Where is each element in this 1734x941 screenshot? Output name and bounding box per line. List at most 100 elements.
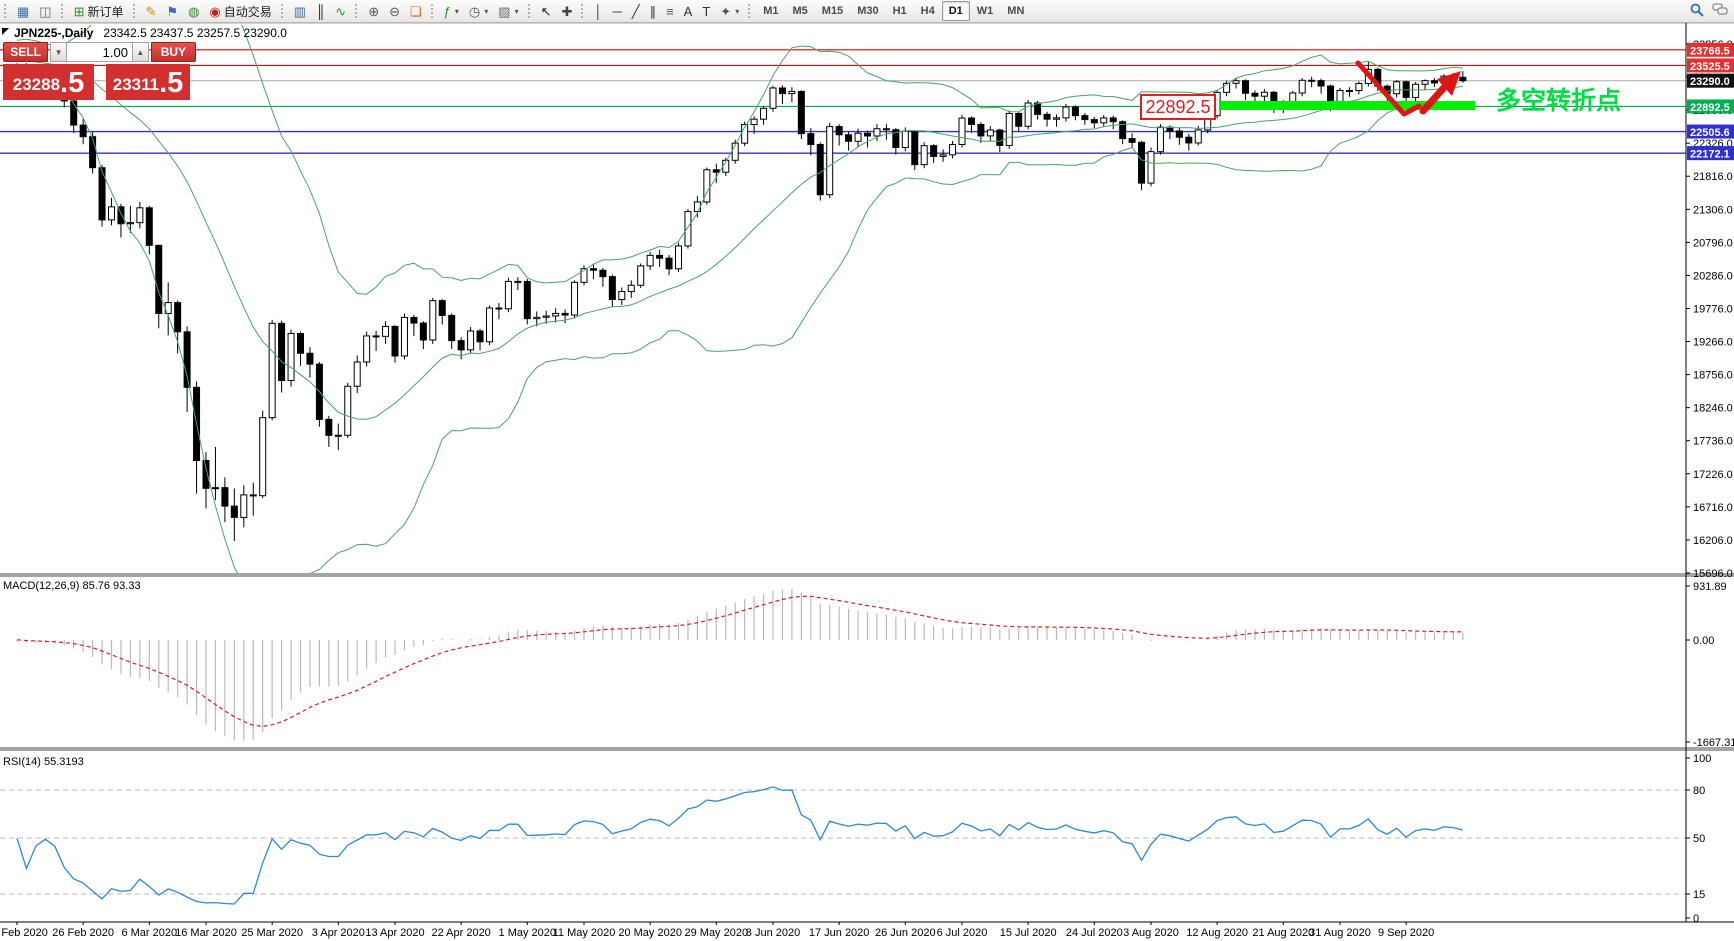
periods-icon[interactable]: ◷ ▾	[464, 0, 493, 22]
crosshair-icon[interactable]: ✚	[557, 0, 578, 22]
chat-icon[interactable]	[1712, 2, 1728, 20]
candle-body	[1147, 151, 1155, 184]
candle-body	[1251, 92, 1259, 97]
templates-icon[interactable]: ▨ ▾	[493, 0, 523, 22]
candle-body	[1128, 138, 1136, 143]
timeframe-m1[interactable]: M1	[763, 5, 779, 17]
zoom-out-icon[interactable]: ⊖	[384, 0, 405, 22]
candle-body	[1138, 141, 1146, 184]
candle-body	[1185, 136, 1193, 144]
autotrading-button[interactable]: ◉ 自动交易	[204, 0, 276, 22]
candle-body	[523, 280, 531, 320]
candle-body	[1393, 81, 1401, 95]
candle-body	[958, 117, 966, 145]
text-label-icon[interactable]: T	[697, 0, 715, 22]
candle-body	[731, 142, 739, 161]
volume-decrease-button[interactable]: ▼	[50, 42, 68, 62]
new-order-button[interactable]: ⊞ 新订单	[69, 0, 129, 22]
indicators-icon: ƒ	[443, 3, 451, 19]
one-click-collapse-arrow[interactable]	[2, 28, 9, 35]
timeframe-w1[interactable]: W1	[976, 5, 994, 17]
candle-body	[1062, 106, 1070, 119]
rsi-axis-label: 15	[1693, 889, 1705, 901]
rsi-axis-label: 0	[1693, 913, 1699, 925]
dropdown-caret-icon[interactable]: ▾	[484, 6, 489, 16]
date-label: 20 May 2020	[618, 927, 682, 939]
buy-price[interactable]: 23311.5	[106, 64, 190, 100]
price-line-label-bg	[1687, 99, 1734, 114]
search-icon[interactable]	[1690, 3, 1704, 20]
candle-body	[693, 201, 701, 213]
timeframe-h4[interactable]: H4	[920, 5, 935, 17]
candle-body	[98, 167, 106, 221]
arrows-icon[interactable]: ✦ ▾	[715, 0, 744, 22]
bollinger-band-l	[16, 76, 1463, 573]
tile-windows-icon[interactable]: ❏	[405, 0, 427, 22]
dropdown-caret-icon[interactable]: ▾	[454, 6, 459, 16]
candle-body	[230, 505, 238, 518]
volume-increase-button[interactable]: ▲	[131, 42, 149, 62]
volume-field[interactable]: 1.00	[67, 42, 132, 62]
timeframe-m15[interactable]: M15	[821, 5, 844, 17]
candle-body	[174, 302, 182, 333]
toolbar-grip	[355, 4, 360, 18]
candle-body	[608, 276, 616, 301]
candle-body	[1034, 102, 1042, 115]
ohlc-values: 23342.5 23437.5 23257.5 23290.0	[103, 26, 287, 40]
candle-body	[542, 315, 550, 318]
expert-advisor-icon[interactable]: ⚑	[161, 0, 183, 22]
trendline-icon[interactable]: ╱	[627, 0, 645, 22]
price-tick-label: 20796.0	[1693, 237, 1733, 249]
candle-body	[1100, 117, 1108, 124]
candle-body	[1175, 130, 1183, 138]
timeframe-h1[interactable]: H1	[892, 5, 907, 17]
sell-button[interactable]: SELL	[3, 42, 49, 62]
candle-body	[1355, 82, 1363, 92]
vertical-line-icon[interactable]: │	[589, 0, 607, 22]
horizontal-line-icon[interactable]: ─	[608, 0, 627, 22]
timeframe-m5[interactable]: M5	[792, 5, 808, 17]
text-icon[interactable]: A	[679, 0, 698, 22]
channel-icon[interactable]: ∥	[645, 0, 662, 22]
up-arrow-head	[1437, 71, 1461, 96]
date-label: 15 Jul 2020	[1000, 927, 1057, 939]
candle-body	[117, 206, 125, 225]
sell-price[interactable]: 23288.5	[3, 64, 94, 100]
dropdown-caret-icon[interactable]: ▾	[735, 6, 740, 16]
dropdown-caret-icon[interactable]: ▾	[514, 6, 519, 16]
candle-body	[438, 300, 446, 316]
chart-profiles-icon[interactable]: ◫	[34, 0, 56, 22]
cursor-icon[interactable]: ↖	[536, 0, 557, 22]
style-brush-icon[interactable]: ✎	[141, 0, 162, 22]
candle-body	[1156, 126, 1164, 153]
price-line-label-bg	[1687, 73, 1734, 88]
candle-body	[1421, 80, 1429, 85]
signal-icon[interactable]: ◍	[183, 0, 204, 22]
bar-chart-icon[interactable]: ▥	[289, 0, 311, 22]
date-label: 22 Apr 2020	[431, 927, 490, 939]
candle-body	[136, 207, 144, 224]
date-label: 11 May 2020	[553, 927, 616, 939]
date-label: 16 Mar 2020	[175, 927, 237, 939]
buy-button[interactable]: BUY	[150, 42, 196, 62]
crosshair-icon: ✚	[561, 3, 573, 19]
fibonacci-icon[interactable]: ≡	[661, 0, 679, 22]
new-chart-icon[interactable]: ▦	[12, 0, 34, 22]
candle-body	[1005, 112, 1013, 146]
candle-body	[297, 333, 304, 354]
rsi-pane	[0, 786, 1686, 905]
candlestick-chart-icon[interactable]: ║	[311, 0, 330, 22]
line-price-label: 23525.5	[1690, 61, 1730, 73]
candle-body	[202, 459, 210, 489]
date-label: 31 Aug 2020	[1309, 927, 1371, 939]
timeframe-mn[interactable]: MN	[1007, 5, 1025, 17]
timeframe-d1[interactable]: D1	[941, 1, 970, 21]
candle-body	[70, 100, 78, 126]
line-chart-icon[interactable]: ∿	[330, 0, 351, 22]
timeframe-m30[interactable]: M30	[857, 5, 879, 17]
zoom-in-icon[interactable]: ⊕	[363, 0, 384, 22]
indicators-icon[interactable]: ƒ ▾	[439, 0, 464, 22]
turning-point-note: 多空转折点	[1496, 86, 1621, 115]
signal-icon: ◍	[188, 3, 200, 19]
